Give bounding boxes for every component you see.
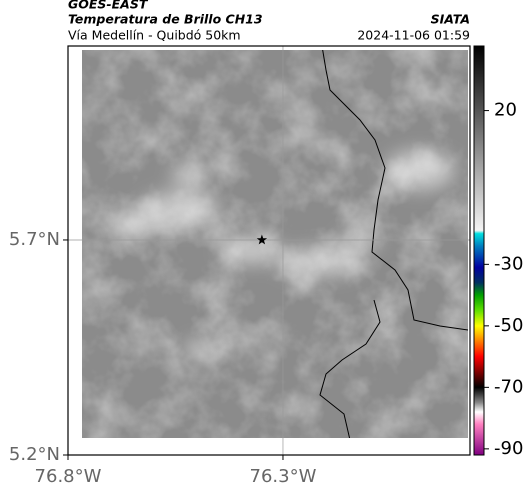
colorbar-tick-label: 20 bbox=[494, 100, 517, 121]
agency: SIATA bbox=[431, 12, 470, 27]
source: GOES-EAST bbox=[68, 0, 149, 12]
timestamp: 2024-11-06 01:59 bbox=[357, 28, 470, 43]
map-frame bbox=[67, 45, 471, 456]
y-tick-label: 5.2°N bbox=[9, 444, 60, 465]
colorbar-tick-label: -30 bbox=[494, 253, 523, 274]
colorbar-tick-label: -90 bbox=[494, 438, 523, 459]
colorbar-tick-label: -50 bbox=[494, 315, 523, 336]
y-tick-label: 5.7°N bbox=[9, 229, 60, 250]
x-tick-label: 76.8°W bbox=[35, 466, 102, 487]
colorbar-tick-label: -70 bbox=[494, 376, 523, 397]
satellite-image bbox=[82, 50, 468, 438]
location-marker bbox=[256, 234, 268, 245]
route: Vía Medellín - Quibdó 50km bbox=[68, 28, 241, 43]
x-tick-label: 76.3°W bbox=[250, 466, 317, 487]
title: Temperatura de Brillo CH13 bbox=[68, 12, 263, 27]
colorbar bbox=[473, 45, 485, 456]
